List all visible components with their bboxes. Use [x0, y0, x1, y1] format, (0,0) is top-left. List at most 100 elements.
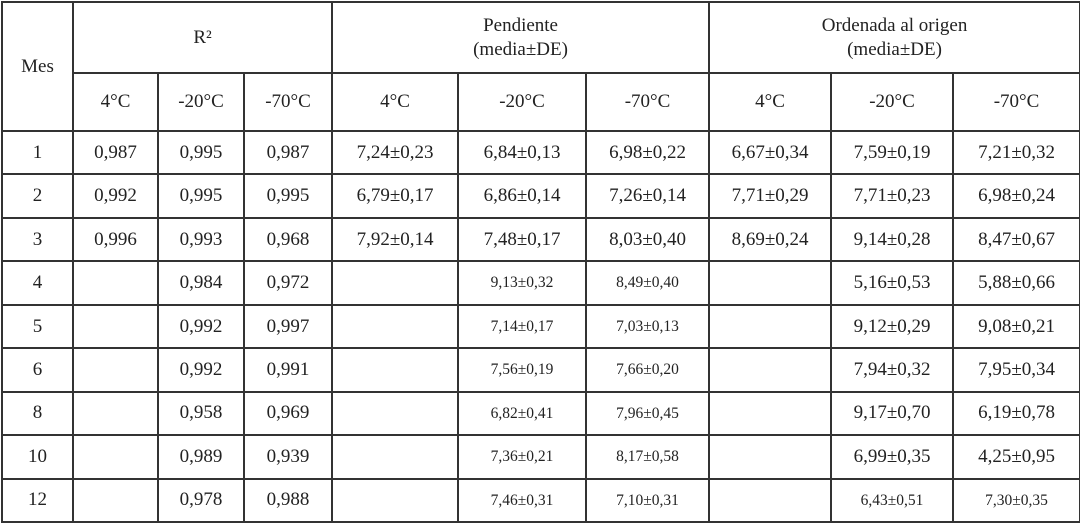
value-cell: 0,972: [242, 260, 334, 306]
value-cell: 0,987: [72, 129, 159, 176]
value-cell: 9,13±0,32: [457, 260, 588, 306]
empty-cell: [72, 347, 159, 393]
value-cell: 7,24±0,23: [331, 129, 460, 176]
value-cell: 9,12±0,29: [830, 303, 955, 350]
value-cell: 7,36±0,21: [457, 434, 588, 480]
month-cell: 6: [1, 347, 74, 393]
value-cell: 6,99±0,35: [830, 434, 955, 480]
value-cell: 6,84±0,13: [457, 129, 588, 176]
empty-cell: [331, 347, 460, 393]
value-cell: 0,992: [157, 303, 245, 350]
value-cell: 8,47±0,67: [952, 216, 1080, 263]
value-cell: 7,59±0,19: [830, 129, 955, 176]
month-cell: 4: [1, 260, 74, 306]
value-cell: 7,10±0,31: [585, 477, 711, 523]
value-cell: 8,17±0,58: [585, 434, 711, 480]
value-cell: 6,86±0,14: [457, 173, 588, 219]
table-row: 2 0,992 0,995 0,995 6,79±0,17 6,86±0,14 7,26±0…: [1, 173, 1080, 219]
column-header: -20°C: [457, 72, 588, 132]
header-row: 4°C -20°C -70°C 4°C -20°C -70°C 4°C -20°C -70°C: [2, 72, 1080, 132]
value-cell: 0,996: [72, 216, 159, 263]
empty-cell: [72, 303, 159, 350]
value-cell: 0,995: [157, 129, 245, 176]
column-header: -70°C: [585, 72, 711, 132]
value-cell: 0,997: [242, 303, 334, 350]
column-header: -20°C: [157, 72, 245, 132]
value-cell: 7,30±0,35: [952, 477, 1080, 523]
value-cell: 7,46±0,31: [457, 477, 588, 523]
value-cell: 6,67±0,34: [708, 129, 833, 176]
column-header: 4°C: [331, 72, 460, 132]
group-header: Ordenada al origen (media±DE): [708, 1, 1080, 74]
group-subtitle: (media±DE): [847, 38, 942, 60]
table-row: 8 0,958 0,969 6,82±0,41 7,96±0,45 9,17±0,70 6,…: [1, 390, 1080, 437]
empty-cell: [72, 260, 159, 306]
table-row: 5 0,992 0,997 7,14±0,17 7,03±0,13 9,12±0,29 9,…: [1, 303, 1080, 350]
column-header: 4°C: [708, 72, 833, 132]
value-cell: 7,14±0,17: [457, 303, 588, 350]
empty-cell: [708, 477, 833, 523]
value-cell: 5,16±0,53: [830, 260, 955, 306]
table-row: 6 0,992 0,991 7,56±0,19 7,66±0,20 7,94±0,32 7,…: [1, 347, 1080, 393]
value-cell: 0,958: [157, 390, 245, 437]
value-cell: 0,939: [242, 434, 334, 480]
header-row: Mes R² Pendiente (media±DE) Ordenada al orig…: [1, 1, 1080, 132]
value-cell: 6,82±0,41: [457, 390, 588, 437]
value-cell: 6,98±0,22: [585, 129, 711, 176]
value-cell: 0,995: [242, 173, 334, 219]
month-cell: 1: [1, 129, 74, 176]
value-cell: 9,14±0,28: [830, 216, 955, 263]
value-cell: 7,71±0,29: [708, 173, 833, 219]
month-cell: 2: [1, 173, 74, 219]
empty-cell: [708, 260, 833, 306]
value-cell: 9,17±0,70: [830, 390, 955, 437]
empty-cell: [72, 477, 159, 523]
value-cell: 0,969: [242, 390, 334, 437]
empty-cell: [708, 390, 833, 437]
value-cell: 5,88±0,66: [952, 260, 1080, 306]
table-row: 4 0,984 0,972 9,13±0,32 8,49±0,40 5,16±0,53 5,…: [1, 260, 1080, 306]
value-cell: 0,989: [157, 434, 245, 480]
corner-header: Mes: [1, 1, 74, 132]
value-cell: 7,48±0,17: [457, 216, 588, 263]
value-cell: 6,98±0,24: [952, 173, 1080, 219]
value-cell: 4,25±0,95: [952, 434, 1080, 480]
column-header: -70°C: [242, 72, 334, 132]
empty-cell: [708, 434, 833, 480]
group-header: Pendiente (media±DE): [331, 1, 711, 74]
group-title: R²: [193, 26, 212, 48]
value-cell: 0,991: [242, 347, 334, 393]
table-body: 1 0,987 0,995 0,987 7,24±0,23 6,84±0,13 6,98±0…: [1, 129, 1080, 523]
value-cell: 8,03±0,40: [585, 216, 711, 263]
empty-cell: [331, 260, 460, 306]
empty-cell: [708, 347, 833, 393]
value-cell: 0,993: [157, 216, 245, 263]
month-cell: 10: [1, 434, 74, 480]
value-cell: 6,43±0,51: [830, 477, 955, 523]
group-subtitle: (media±DE): [473, 38, 568, 60]
empty-cell: [72, 434, 159, 480]
column-header: 4°C: [72, 72, 159, 132]
value-cell: 7,03±0,13: [585, 303, 711, 350]
column-header: -70°C: [952, 72, 1080, 132]
value-cell: 7,96±0,45: [585, 390, 711, 437]
value-cell: 9,08±0,21: [952, 303, 1080, 350]
month-cell: 3: [1, 216, 74, 263]
table-row: 10 0,989 0,939 7,36±0,21 8,17±0,58 6,99±0,35 4…: [1, 434, 1080, 480]
value-cell: 7,94±0,32: [830, 347, 955, 393]
empty-cell: [331, 303, 460, 350]
value-cell: 0,992: [157, 347, 245, 393]
value-cell: 8,69±0,24: [708, 216, 833, 263]
value-cell: 0,992: [72, 173, 159, 219]
month-cell: 12: [1, 477, 74, 523]
empty-cell: [72, 390, 159, 437]
value-cell: 6,79±0,17: [331, 173, 460, 219]
value-cell: 7,71±0,23: [830, 173, 955, 219]
column-header: -20°C: [830, 72, 955, 132]
empty-cell: [331, 390, 460, 437]
value-cell: 7,21±0,32: [952, 129, 1080, 176]
empty-cell: [331, 477, 460, 523]
value-cell: 0,978: [157, 477, 245, 523]
value-cell: 0,987: [242, 129, 334, 176]
